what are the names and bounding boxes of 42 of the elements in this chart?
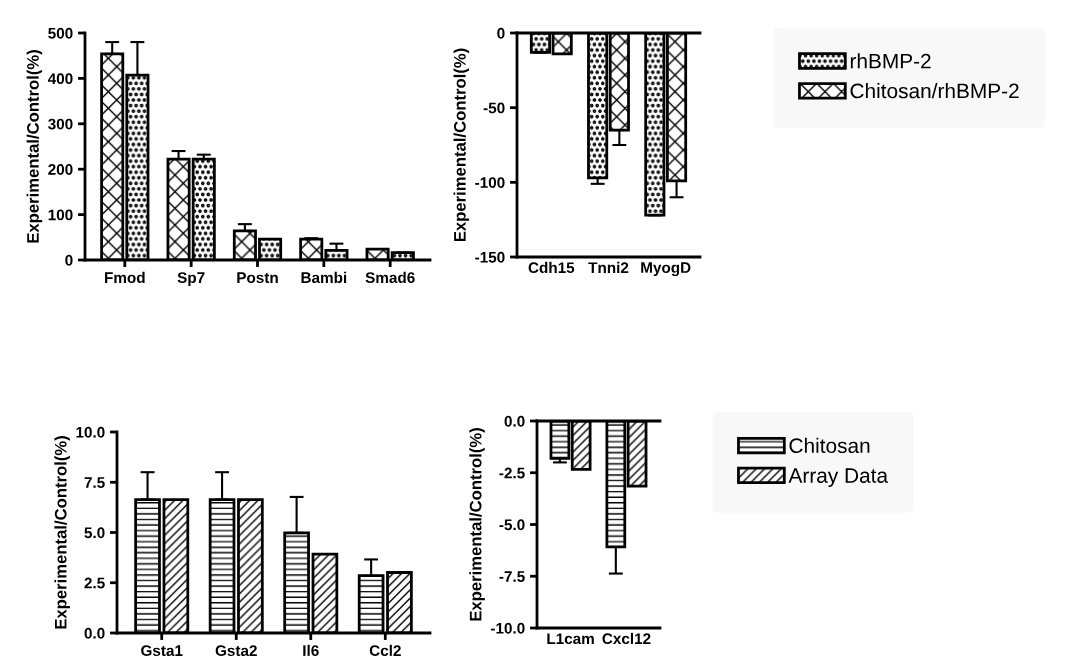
y-axis-title: Experimental/Control(%) bbox=[54, 436, 70, 629]
y-tick-label: -150 bbox=[475, 251, 505, 263]
x-tick-label: Gsta2 bbox=[215, 645, 257, 657]
y-tick-label: -5.0 bbox=[499, 519, 525, 531]
y-tick-label: 0.0 bbox=[504, 415, 525, 427]
y-axis-title: Experimental/Control(%) bbox=[26, 50, 43, 243]
y-tick-label: 300 bbox=[48, 118, 73, 130]
y-tick-label: 7.5 bbox=[84, 477, 105, 488]
x-tick-label: Cxcl12 bbox=[602, 632, 651, 645]
legend-label: Array Data bbox=[788, 468, 889, 488]
y-tick-label: 0 bbox=[497, 27, 505, 39]
x-tick-label: L1cam bbox=[547, 633, 594, 645]
legend-label: rhBMP-2 bbox=[850, 53, 931, 69]
y-tick-label: -2.5 bbox=[499, 467, 525, 479]
y-tick-label: 10.0 bbox=[76, 426, 105, 438]
y-tick-label: 500 bbox=[48, 27, 73, 39]
x-tick-label: Bambi bbox=[301, 271, 347, 284]
y-axis-title: Experimental/Control(%) bbox=[469, 428, 485, 621]
y-tick-label: 2.5 bbox=[84, 577, 105, 589]
x-tick-label: Postn bbox=[237, 272, 278, 284]
x-tick-label: Il6 bbox=[303, 644, 319, 657]
x-tick-label: Tnni2 bbox=[588, 261, 629, 273]
y-tick-label: -100 bbox=[475, 177, 505, 189]
x-tick-label: MyogD bbox=[641, 262, 691, 277]
y-tick-label: -50 bbox=[483, 102, 505, 114]
y-tick-label: 200 bbox=[48, 164, 73, 175]
x-tick-label: Cdh15 bbox=[528, 261, 575, 274]
y-tick-label: -7.5 bbox=[499, 571, 525, 582]
y-axis-title: Experimental/Control(%) bbox=[453, 48, 470, 242]
x-tick-label: Ccl2 bbox=[369, 644, 401, 657]
y-tick-label: 0 bbox=[65, 254, 73, 266]
y-tick-label: 100 bbox=[48, 209, 73, 221]
x-tick-label: Sp7 bbox=[177, 272, 205, 287]
x-tick-label: Smad6 bbox=[365, 271, 415, 284]
legend-label: Chitosan bbox=[789, 437, 870, 454]
x-tick-label: Fmod bbox=[105, 271, 145, 284]
x-tick-label: Gsta1 bbox=[141, 645, 183, 657]
y-tick-label: 5.0 bbox=[84, 527, 105, 539]
y-tick-label: -10.0 bbox=[490, 622, 525, 634]
y-tick-label: 0.0 bbox=[84, 627, 105, 639]
y-tick-label: 400 bbox=[47, 73, 73, 85]
legend-label: Chitosan/rhBMP-2 bbox=[850, 83, 1019, 99]
